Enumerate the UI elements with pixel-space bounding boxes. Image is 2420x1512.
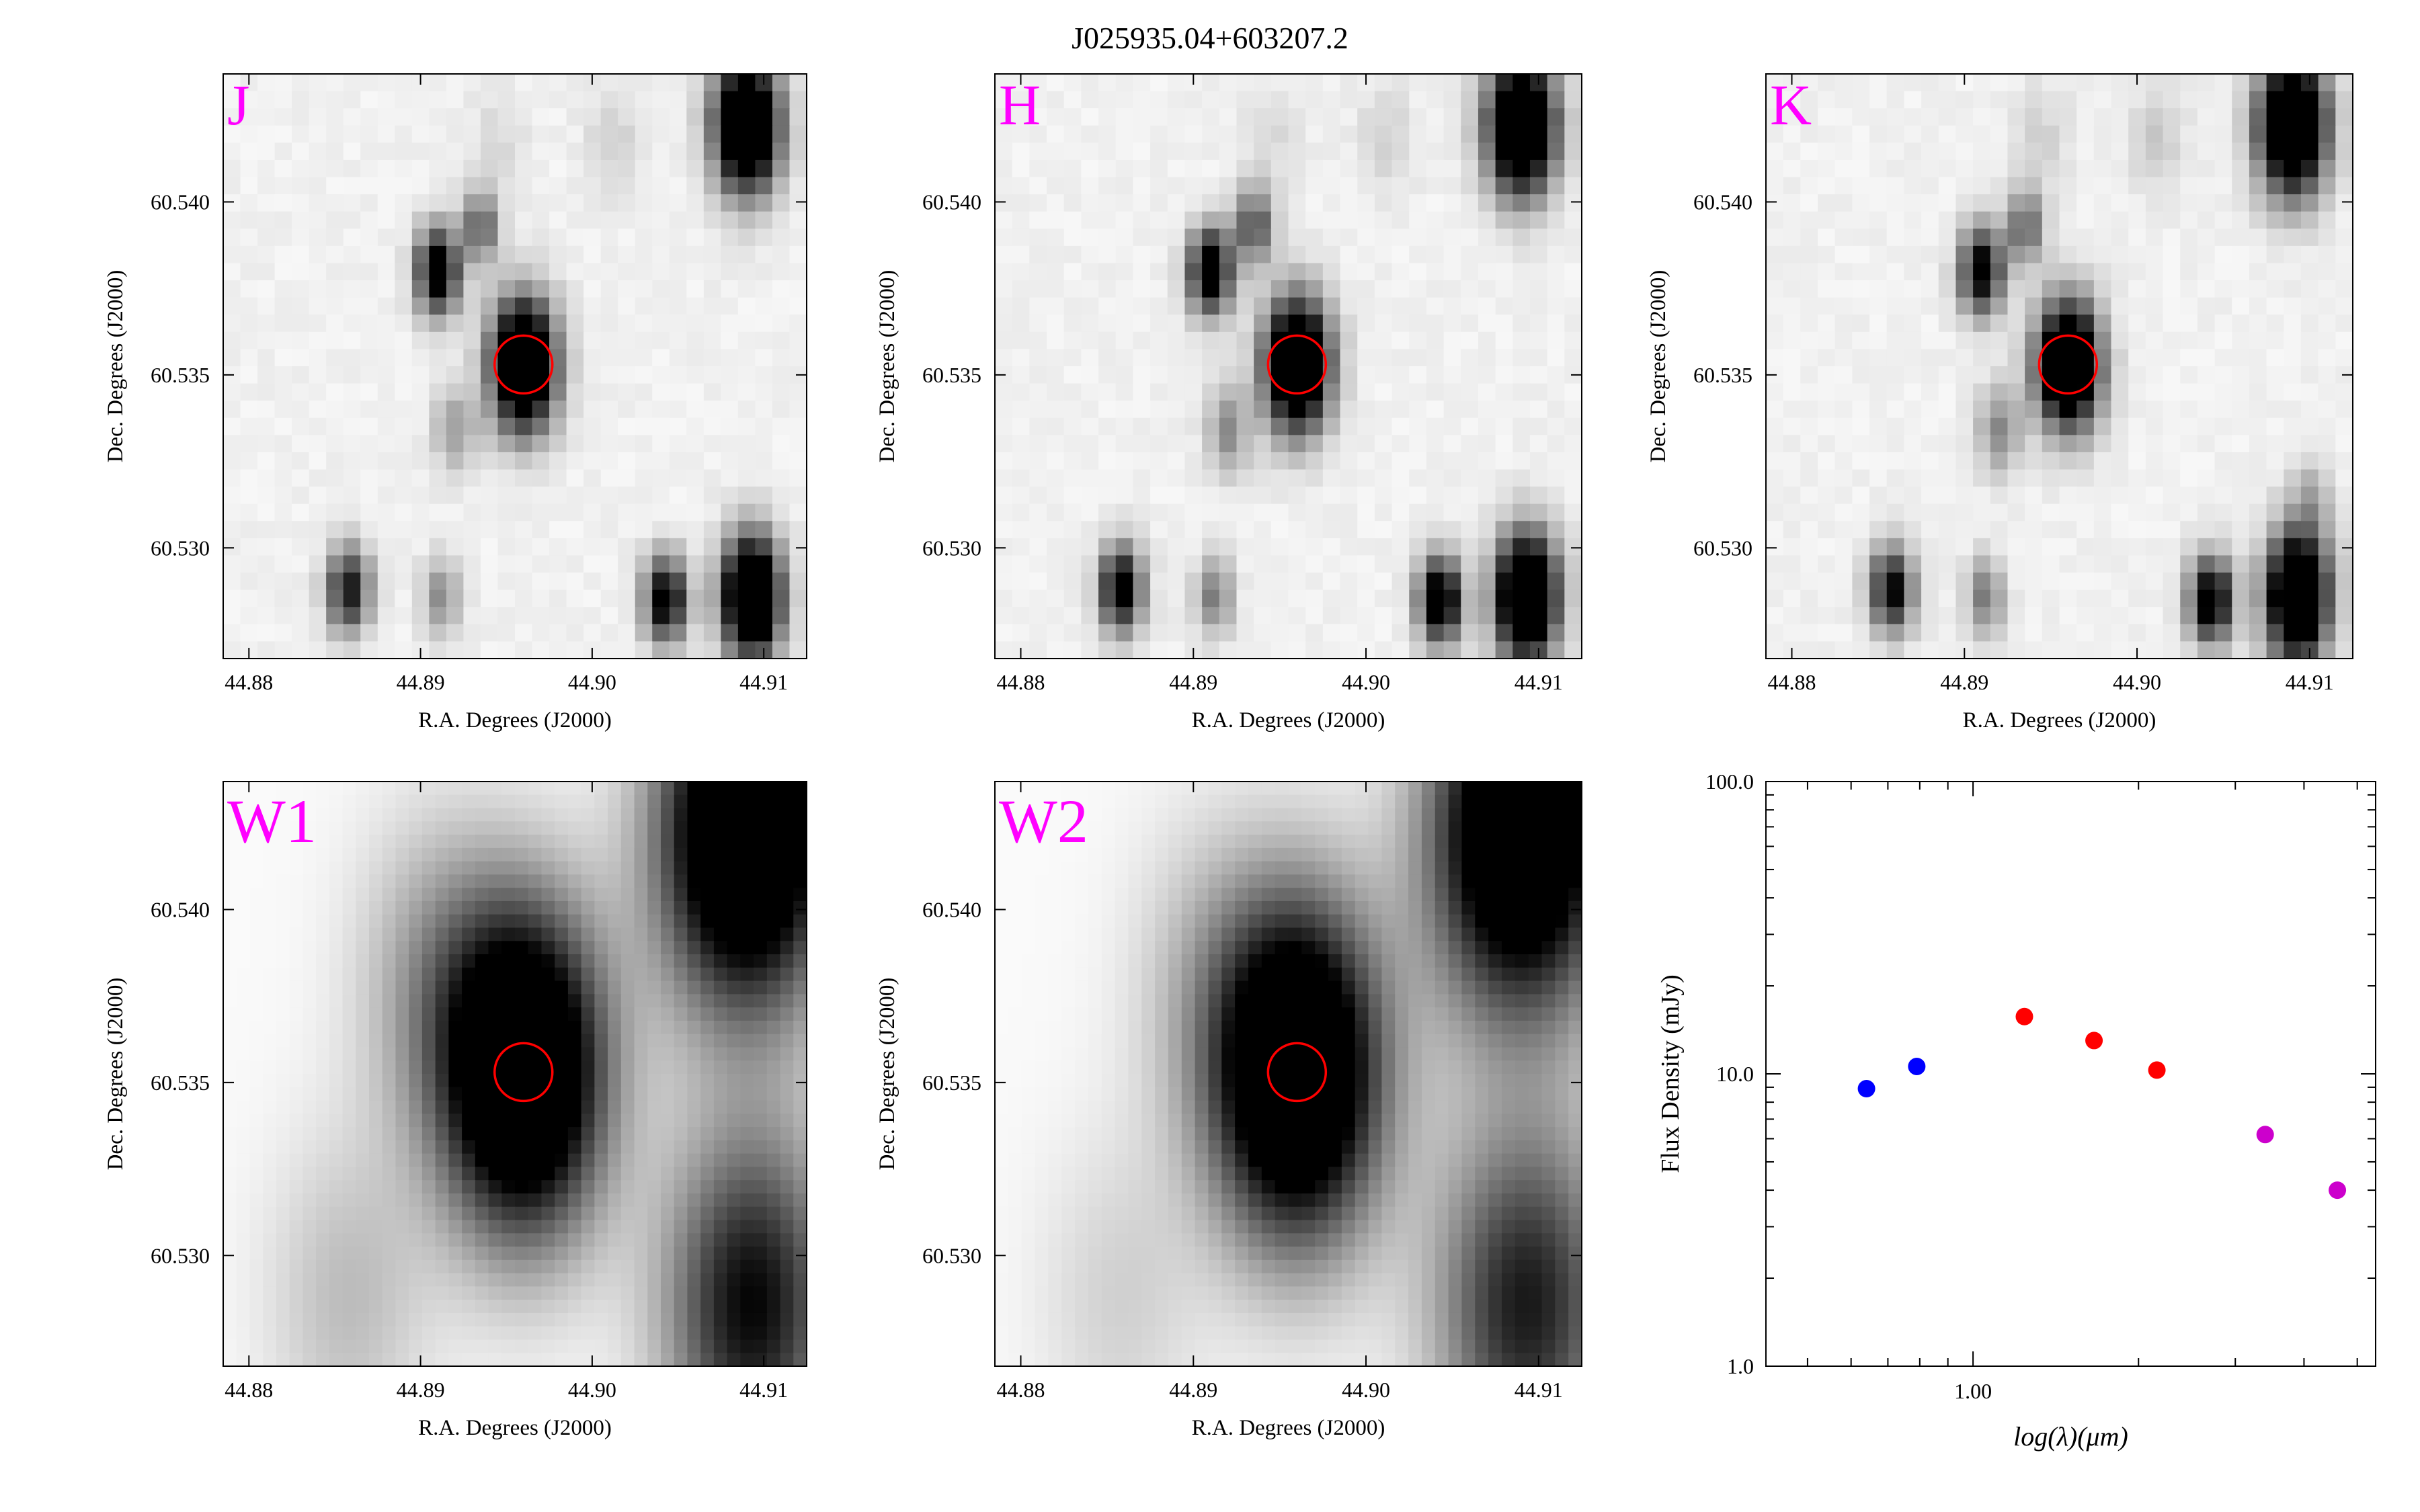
band-label: W2: [999, 787, 1088, 855]
sed-point: [2015, 1007, 2033, 1025]
panel-w2: W2 44.88 44.89 44.90 44.91 60.530 60.535 60.540…: [875, 781, 1582, 1440]
y-tick-label: 60.530: [922, 536, 981, 560]
panel-sed: 1.0 10.0 100.0 1.00 log(λ)(μm) Flux Density (…: [1656, 769, 2376, 1452]
x-tick-label: 44.90: [1342, 670, 1390, 694]
y-axis-label: Dec. Degrees (J2000): [104, 270, 128, 463]
plot-frame: [223, 781, 807, 1367]
x-axis-label: R.A. Degrees (J2000): [1192, 708, 1385, 732]
x-axis-label: log(λ)(μm): [2013, 1421, 2128, 1452]
x-tick-label: 44.88: [997, 670, 1045, 694]
panel-h: H 44.88 44.89 44.90 44.91 60.530 60.535 60.540 R…: [875, 73, 1582, 732]
y-tick-label: 60.535: [151, 363, 210, 387]
y-tick-label: 10.0: [1716, 1062, 1754, 1086]
x-tick-label: 44.91: [2286, 670, 2334, 694]
y-tick-label: 60.535: [922, 1070, 981, 1095]
x-tick-label: 44.88: [225, 1378, 273, 1402]
y-tick-label: 60.535: [1693, 363, 1752, 387]
image-pixels: [1766, 74, 2353, 659]
band-label: K: [1770, 73, 1812, 137]
x-tick-label: 44.91: [1515, 1378, 1563, 1402]
target-aperture: [1266, 1042, 1328, 1103]
x-tick-label: 44.88: [997, 1378, 1045, 1402]
y-tick-label: 60.540: [922, 190, 981, 214]
x-tick-label: 44.89: [397, 1378, 445, 1402]
sed-point: [2085, 1032, 2103, 1050]
target-aperture: [2038, 334, 2099, 395]
x-tick-label: 44.91: [739, 1378, 788, 1402]
sed-point: [1908, 1057, 1926, 1075]
plot-frame: [994, 73, 1582, 659]
x-axis-label: R.A. Degrees (J2000): [1192, 1416, 1385, 1440]
image-pixels: [223, 782, 807, 1366]
y-axis-label: Dec. Degrees (J2000): [1646, 270, 1670, 463]
sed-point: [1857, 1080, 1876, 1098]
x-tick-label: 44.90: [568, 1378, 616, 1402]
x-axis-label: R.A. Degrees (J2000): [1963, 708, 2156, 732]
y-tick-label: 1.0: [1727, 1354, 1754, 1378]
y-tick-label: 60.540: [151, 897, 210, 921]
y-tick-label: 60.535: [922, 363, 981, 387]
panel-w1: W1 44.88 44.89 44.90 44.91 60.530 60.535 60.540…: [104, 781, 807, 1440]
y-axis-label: Flux Density (mJy): [1656, 974, 1685, 1173]
y-axis-label: Dec. Degrees (J2000): [875, 978, 899, 1171]
target-aperture: [1266, 334, 1328, 395]
x-axis-label: R.A. Degrees (J2000): [418, 708, 612, 732]
band-label: W1: [227, 787, 317, 855]
plot-frame: [1765, 781, 2376, 1367]
sed-point: [2148, 1061, 2166, 1079]
band-label: J: [227, 73, 249, 137]
plot-frame: [223, 73, 807, 659]
x-tick-label: 44.90: [1342, 1378, 1390, 1402]
plot-frame: [1765, 73, 2353, 659]
y-tick-label: 60.535: [151, 1070, 210, 1095]
target-aperture: [493, 334, 554, 395]
x-axis-label: R.A. Degrees (J2000): [418, 1416, 612, 1440]
image-pixels: [223, 74, 807, 659]
x-tick-label: 44.89: [1169, 1378, 1217, 1402]
y-tick-label: 60.530: [151, 1243, 210, 1267]
x-tick-label: 44.89: [397, 670, 445, 694]
sed-point: [2329, 1181, 2347, 1200]
y-tick-label: 60.530: [1693, 536, 1752, 560]
image-pixels: [995, 782, 1582, 1366]
y-axis-label: Dec. Degrees (J2000): [875, 270, 899, 463]
x-tick-label: 44.88: [225, 670, 273, 694]
x-tick-label: 44.89: [1940, 670, 1988, 694]
plot-frame: [994, 781, 1582, 1367]
target-aperture: [493, 1042, 554, 1103]
y-tick-label: 60.540: [1693, 190, 1752, 214]
x-tick-label: 44.88: [1768, 670, 1816, 694]
figure-title: J025935.04+603207.2: [1072, 21, 1348, 55]
y-tick-label: 60.540: [922, 897, 981, 921]
x-tick-label: 44.90: [568, 670, 616, 694]
band-label: H: [999, 73, 1041, 137]
panel-j: J 44.88 44.89 44.90 44.91 60.530 60.535 60.540 R…: [104, 73, 807, 732]
x-tick-label: 44.89: [1169, 670, 1217, 694]
x-tick-label: 44.91: [739, 670, 788, 694]
image-pixels: [995, 74, 1582, 659]
y-tick-label: 60.540: [151, 190, 210, 214]
x-tick-label: 1.00: [1954, 1379, 1992, 1403]
y-tick-label: 100.0: [1705, 769, 1754, 794]
panel-k: K 44.88 44.89 44.90 44.91 60.530 60.535 60.540 R…: [1646, 73, 2353, 732]
sed-point: [2256, 1126, 2274, 1144]
y-axis-label: Dec. Degrees (J2000): [104, 978, 128, 1171]
y-tick-label: 60.530: [151, 536, 210, 560]
x-tick-label: 44.91: [1515, 670, 1563, 694]
x-tick-label: 44.90: [2113, 670, 2161, 694]
y-tick-label: 60.530: [922, 1243, 981, 1267]
